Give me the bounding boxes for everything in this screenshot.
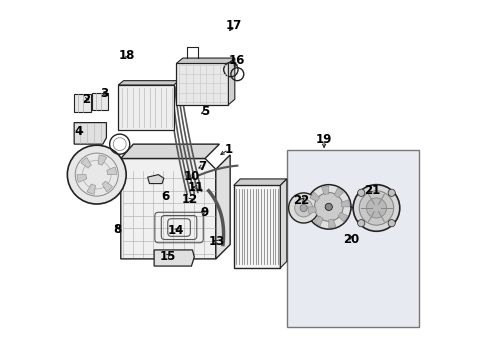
Circle shape: [357, 220, 364, 227]
Wedge shape: [340, 200, 349, 207]
Text: 5: 5: [201, 105, 209, 118]
Wedge shape: [87, 184, 95, 194]
Wedge shape: [77, 175, 87, 182]
Text: 7: 7: [198, 160, 206, 173]
Wedge shape: [321, 186, 328, 195]
Polygon shape: [233, 185, 280, 268]
Text: 17: 17: [225, 19, 242, 32]
Text: 11: 11: [187, 181, 204, 194]
Text: 3: 3: [100, 87, 108, 100]
Polygon shape: [228, 58, 234, 105]
Wedge shape: [307, 207, 316, 214]
Text: 21: 21: [363, 184, 379, 197]
Text: 15: 15: [159, 249, 175, 262]
Wedge shape: [81, 158, 91, 168]
Text: 12: 12: [182, 193, 198, 206]
Polygon shape: [118, 81, 179, 85]
Wedge shape: [328, 219, 335, 228]
Circle shape: [314, 193, 343, 221]
Polygon shape: [74, 123, 106, 144]
Polygon shape: [147, 175, 163, 184]
Text: 14: 14: [168, 224, 184, 237]
Circle shape: [294, 199, 312, 217]
Text: 6: 6: [161, 190, 169, 203]
Text: 4: 4: [75, 125, 83, 138]
Polygon shape: [233, 179, 286, 185]
Text: 1: 1: [224, 143, 232, 156]
Wedge shape: [98, 155, 106, 165]
Wedge shape: [106, 167, 116, 175]
Polygon shape: [280, 179, 286, 268]
Polygon shape: [118, 85, 174, 130]
Circle shape: [366, 198, 386, 218]
Circle shape: [387, 189, 394, 196]
Circle shape: [357, 189, 364, 196]
Text: 18: 18: [119, 49, 135, 62]
Text: 19: 19: [315, 133, 332, 146]
Polygon shape: [121, 158, 215, 259]
Polygon shape: [154, 250, 194, 266]
Text: 2: 2: [82, 93, 90, 106]
Wedge shape: [313, 216, 323, 226]
Circle shape: [306, 185, 350, 229]
Polygon shape: [176, 63, 228, 105]
Text: 13: 13: [208, 235, 224, 248]
Wedge shape: [333, 188, 343, 198]
Text: 16: 16: [228, 54, 244, 67]
Wedge shape: [337, 212, 347, 222]
Text: 9: 9: [200, 206, 208, 219]
Wedge shape: [102, 181, 112, 192]
Polygon shape: [92, 93, 108, 110]
Circle shape: [359, 191, 393, 225]
Polygon shape: [74, 94, 91, 112]
Text: 8: 8: [113, 223, 121, 236]
Circle shape: [288, 193, 318, 223]
Text: 20: 20: [343, 233, 359, 246]
Circle shape: [352, 185, 399, 231]
Circle shape: [325, 203, 332, 211]
Bar: [286, 149, 418, 327]
Text: 22: 22: [292, 194, 308, 207]
Wedge shape: [309, 192, 319, 202]
Text: 10: 10: [183, 170, 199, 183]
Polygon shape: [121, 144, 219, 158]
Circle shape: [67, 145, 126, 204]
Polygon shape: [176, 58, 234, 63]
Circle shape: [300, 204, 306, 212]
Circle shape: [387, 220, 394, 227]
Polygon shape: [215, 155, 230, 259]
